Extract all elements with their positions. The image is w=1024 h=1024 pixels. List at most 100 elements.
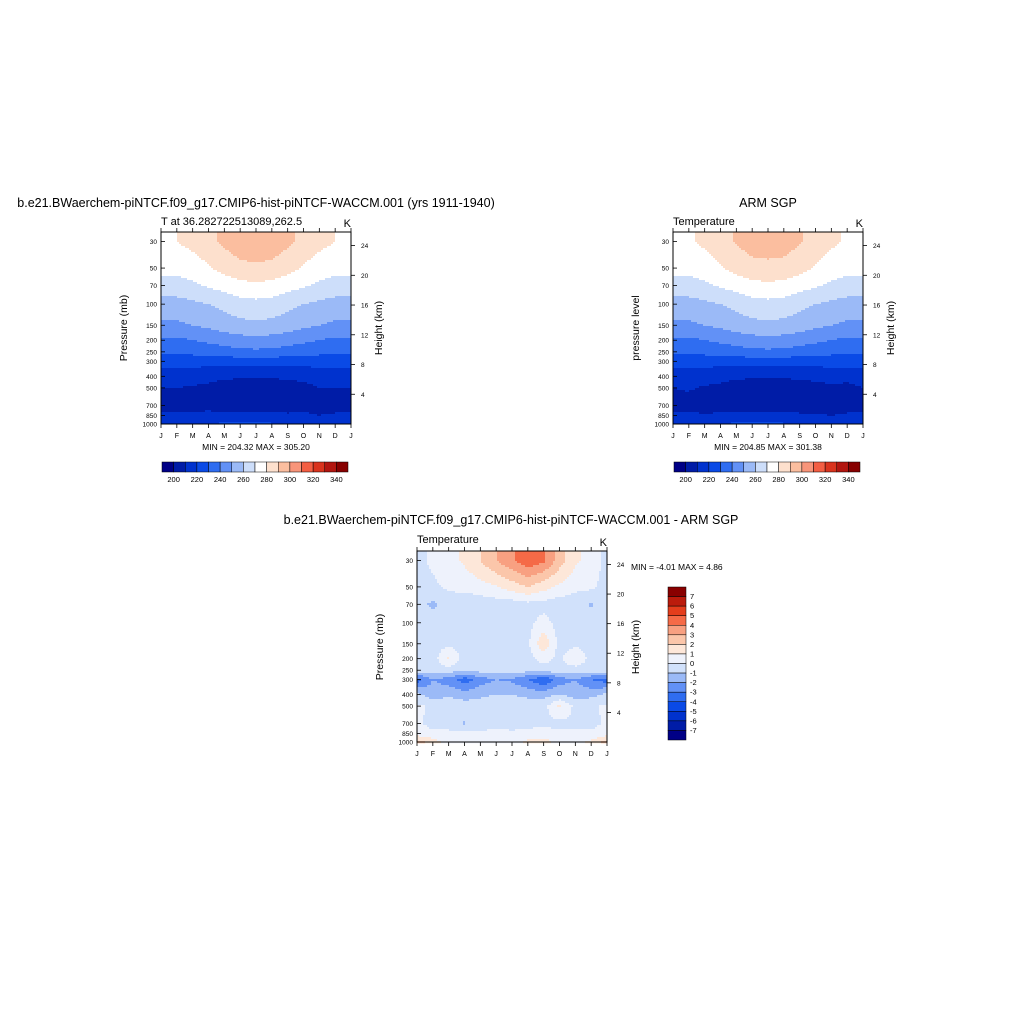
contour-cell [167,234,169,236]
contour-cell [225,316,227,318]
contour-cell [219,290,221,292]
contour-cell [205,240,207,242]
contour-cell [237,300,239,302]
contour-cell [307,270,309,272]
contour-cell [307,324,309,326]
contour-cell [219,326,221,328]
contour-cell [297,280,299,282]
contour-cell [217,250,219,252]
contour-cell [211,334,213,336]
contour-cell [311,332,313,334]
contour-cell [343,236,345,238]
contour-cell [245,332,247,334]
contour-cell [203,290,205,292]
contour-cell [269,306,271,308]
contour-cell [243,270,245,272]
contour-cell [233,304,235,306]
contour-cell [285,282,287,284]
contour-cell [325,236,327,238]
contour-cell [271,278,273,280]
contour-cell [255,310,257,312]
contour-cell [223,264,225,266]
contour-cell [293,298,295,300]
contour-cell [223,260,225,262]
contour-cell [337,294,339,296]
contour-cell [255,322,257,324]
contour-cell [223,274,225,276]
contour-cell [217,276,219,278]
contour-cell [185,326,187,328]
contour-cell [271,322,273,324]
contour-cell [275,236,277,238]
contour-cell [273,246,275,248]
contour-cell [185,234,187,236]
contour-cell [339,304,341,306]
contour-cell [309,296,311,298]
contour-cell [247,300,249,302]
contour-cell [253,284,255,286]
contour-cell [237,316,239,318]
contour-cell [217,268,219,270]
contour-cell [289,238,291,240]
contour-cell [245,260,247,262]
contour-cell [185,292,187,294]
contour-cell [163,272,165,274]
contour-cell [249,308,251,310]
contour-cell [315,270,317,272]
contour-cell [257,282,259,284]
contour-cell [299,294,301,296]
contour-cell [333,322,335,324]
contour-cell [347,240,349,242]
contour-cell [217,310,219,312]
contour-cell [173,332,175,334]
contour-cell [335,332,337,334]
contour-cell [297,276,299,278]
contour-cell [323,242,325,244]
contour-cell [219,304,221,306]
contour-cell [323,288,325,290]
contour-cell [211,256,213,258]
contour-cell [345,250,347,252]
contour-cell [229,336,231,338]
contour-cell [257,288,259,290]
contour-cell [187,236,189,238]
contour-cell [203,330,205,332]
contour-cell [229,324,231,326]
contour-cell [223,314,225,316]
contour-cell [311,304,313,306]
contour-cell [327,316,329,318]
contour-cell [223,250,225,252]
contour-cell [167,324,169,326]
contour-cell [279,290,281,292]
contour-cell [293,292,295,294]
contour-cell [337,260,339,262]
contour-cell [173,308,175,310]
contour-cell [247,290,249,292]
contour-cell [213,314,215,316]
contour-cell [327,302,329,304]
contour-cell [193,284,195,286]
contour-cell [261,304,263,306]
contour-cell [241,238,243,240]
contour-cell [251,328,253,330]
contour-cell [257,262,259,264]
contour-cell [347,260,349,262]
contour-cell [165,250,167,252]
contour-cell [271,332,273,334]
contour-cell [163,314,165,316]
contour-cell [295,236,297,238]
contour-cell [203,336,205,338]
contour-cell [337,334,339,336]
contour-cell [287,254,289,256]
contour-cell [301,300,303,302]
contour-cell [323,328,325,330]
contour-cell [265,282,267,284]
contour-cell [317,308,319,310]
contour-cell [249,318,251,320]
contour-cell [177,308,179,310]
contour-cell [253,260,255,262]
contour-cell [343,264,345,266]
contour-cell [317,284,319,286]
contour-cell [275,278,277,280]
contour-cell [263,260,265,262]
